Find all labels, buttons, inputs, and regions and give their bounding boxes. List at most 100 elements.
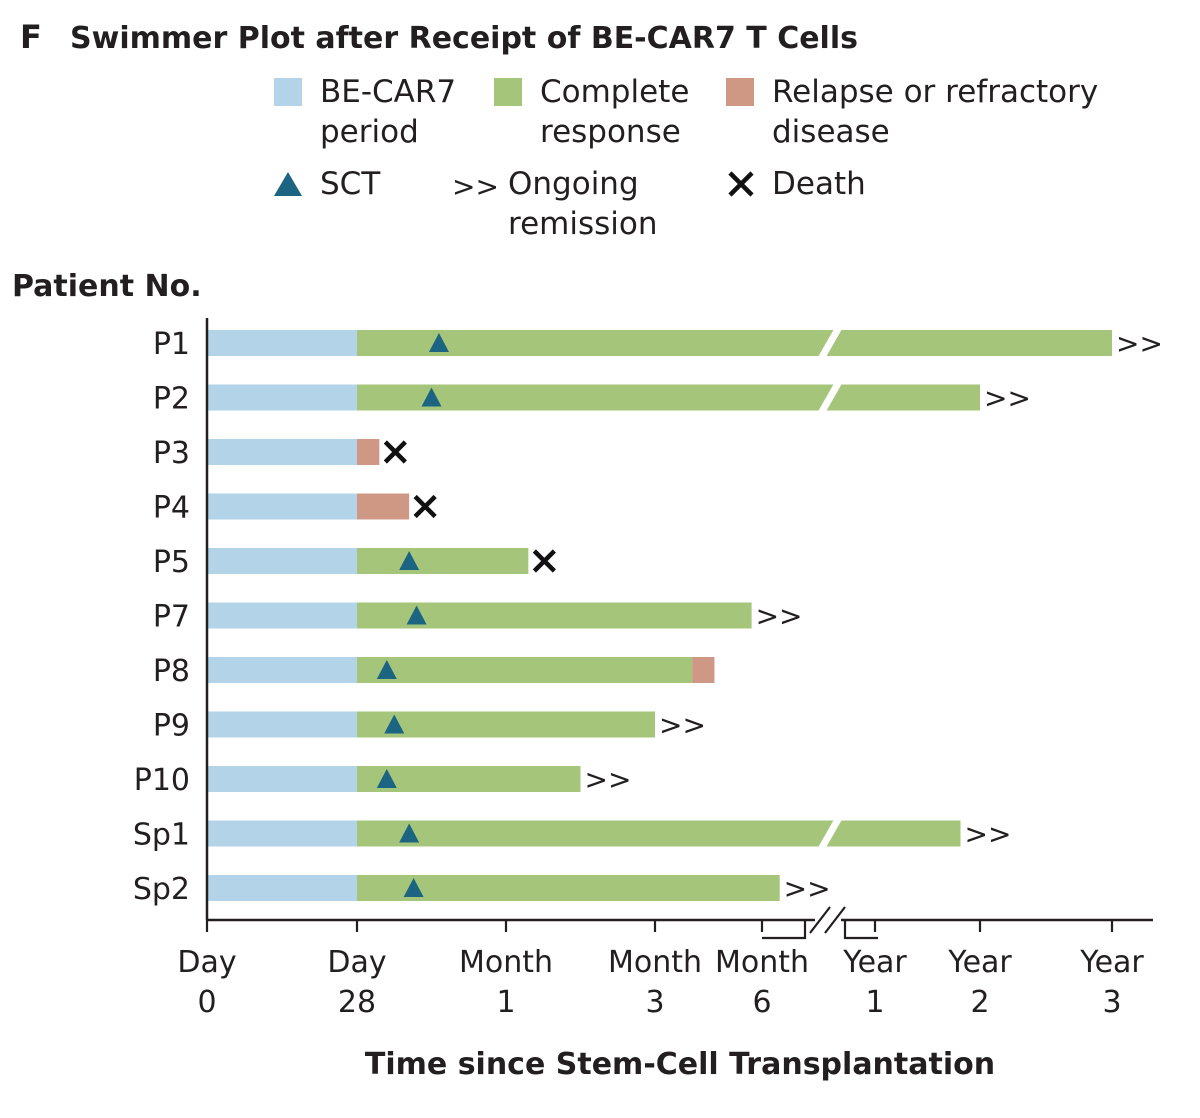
x-tick-label: Day (327, 945, 386, 980)
ongoing-remission-marker: >> (756, 600, 803, 633)
sct-triangle-icon (399, 823, 420, 843)
complete-response-bar (357, 820, 961, 847)
patient-row: Sp1 >> (133, 818, 1012, 853)
ongoing-remission-marker: >> (1116, 327, 1163, 360)
becar7-bar (207, 439, 357, 465)
relapse-bar (692, 657, 715, 683)
x-tick-label: Year (1079, 945, 1144, 980)
patient-label: P5 (153, 545, 190, 580)
patient-row: P5 (153, 545, 556, 580)
becar7-bar (207, 657, 357, 683)
legend-ongoing-symbol: >> (452, 170, 499, 203)
axis-break-slash (824, 906, 846, 934)
patient-row: P10 >> (134, 763, 632, 798)
becar7-bar (207, 330, 357, 356)
legend-sct-triangle-icon (274, 172, 302, 196)
complete-response-bar (357, 384, 980, 411)
ongoing-remission-marker: >> (585, 763, 632, 796)
patient-row: P9 >> (153, 709, 706, 744)
complete-response-bar (357, 875, 780, 901)
y-axis-label: Patient No. (12, 269, 202, 304)
ongoing-remission-marker: >> (659, 709, 706, 742)
bar-break-gap (818, 819, 842, 848)
death-x-icon (532, 549, 556, 573)
relapse-bar (357, 493, 410, 520)
becar7-bar (207, 384, 357, 411)
axis-bracket-right (843, 920, 878, 940)
patient-label: P2 (153, 382, 190, 417)
relapse-bar (357, 439, 380, 465)
bar-break-gap (818, 329, 842, 357)
patient-row: P1 >> (153, 327, 1163, 362)
sct-triangle-icon (421, 387, 442, 407)
legend-label-relapse: disease (772, 114, 890, 150)
x-tick-label: 3 (1102, 985, 1121, 1020)
sct-triangle-icon (399, 551, 420, 570)
legend-label-cr: response (540, 114, 681, 150)
x-tick-label: 2 (970, 985, 989, 1020)
legend-label-sct: SCT (320, 166, 381, 202)
patient-rows: P1 >> P2 >> P3 P4 P5 P7 >> P8 P9 >> P10 >> Sp1 >> Sp2 >> (133, 327, 1163, 907)
becar7-bar (207, 493, 357, 520)
patient-label: P9 (153, 709, 190, 744)
ongoing-remission-marker: >> (984, 382, 1031, 415)
axis-bracket-left (762, 920, 807, 940)
legend-label-death: Death (772, 166, 866, 202)
legend-swatch-becar7 (274, 78, 302, 106)
patient-row: Sp2 >> (133, 872, 831, 907)
sct-triangle-icon (428, 333, 449, 352)
x-tick-label: Month (715, 945, 809, 980)
patient-row: P2 >> (153, 382, 1031, 417)
becar7-bar (207, 602, 357, 629)
patient-label: P1 (153, 327, 190, 362)
patient-label: P10 (134, 763, 190, 798)
patient-label: P8 (153, 654, 190, 689)
complete-response-bar (357, 657, 693, 683)
sct-triangle-icon (376, 660, 397, 679)
x-tick-label: 0 (197, 985, 216, 1020)
legend: BE-CAR7 period Complete response Relapse or … (274, 74, 1098, 242)
chart-title: Swimmer Plot after Receipt of BE-CAR7 T … (70, 21, 858, 56)
becar7-bar (207, 548, 357, 574)
x-axis-label: Time since Stem-Cell Transplantation (365, 1047, 995, 1082)
x-axis: Day 0 Day 28 Month 1 Month 3 Month 6 Year 1 Year 2 Yea… (177, 318, 1153, 1020)
becar7-bar (207, 766, 357, 792)
becar7-bar (207, 875, 357, 901)
legend-label-ongoing: Ongoing (508, 166, 639, 202)
sct-triangle-icon (376, 769, 397, 788)
axis-break-slash (809, 906, 831, 934)
x-tick-label: 3 (645, 985, 664, 1020)
x-tick-label: Month (608, 945, 702, 980)
complete-response-bar (357, 711, 655, 738)
legend-label-becar7: BE-CAR7 (320, 74, 456, 110)
patient-label: P7 (153, 600, 190, 635)
legend-swatch-relapse (726, 78, 754, 106)
x-tick-label: 1 (496, 985, 515, 1020)
x-tick-label: Year (842, 945, 907, 980)
legend-death-x-icon (728, 171, 754, 197)
legend-label-relapse: Relapse or refractory (772, 74, 1098, 110)
patient-label: P4 (153, 491, 190, 526)
panel-label: F (20, 18, 42, 56)
legend-label-cr: Complete (540, 74, 689, 110)
x-tick-label: 1 (865, 985, 884, 1020)
patient-row: P3 (153, 436, 407, 471)
legend-label-becar7: period (320, 114, 419, 150)
x-tick-label: Day (177, 945, 236, 980)
patient-row: P4 (153, 491, 437, 526)
patient-label: Sp1 (133, 818, 190, 853)
x-tick-label: Year (947, 945, 1012, 980)
death-x-icon (413, 494, 437, 519)
ongoing-remission-marker: >> (965, 818, 1012, 851)
sct-triangle-icon (403, 878, 424, 897)
patient-row: P8 (153, 654, 715, 689)
legend-swatch-cr (494, 78, 522, 106)
sct-triangle-icon (406, 605, 427, 625)
bar-break-gap (818, 383, 842, 412)
sct-triangle-icon (384, 714, 405, 734)
patient-label: Sp2 (133, 872, 190, 907)
ongoing-remission-marker: >> (784, 872, 831, 905)
becar7-bar (207, 711, 357, 738)
death-x-icon (383, 440, 407, 464)
